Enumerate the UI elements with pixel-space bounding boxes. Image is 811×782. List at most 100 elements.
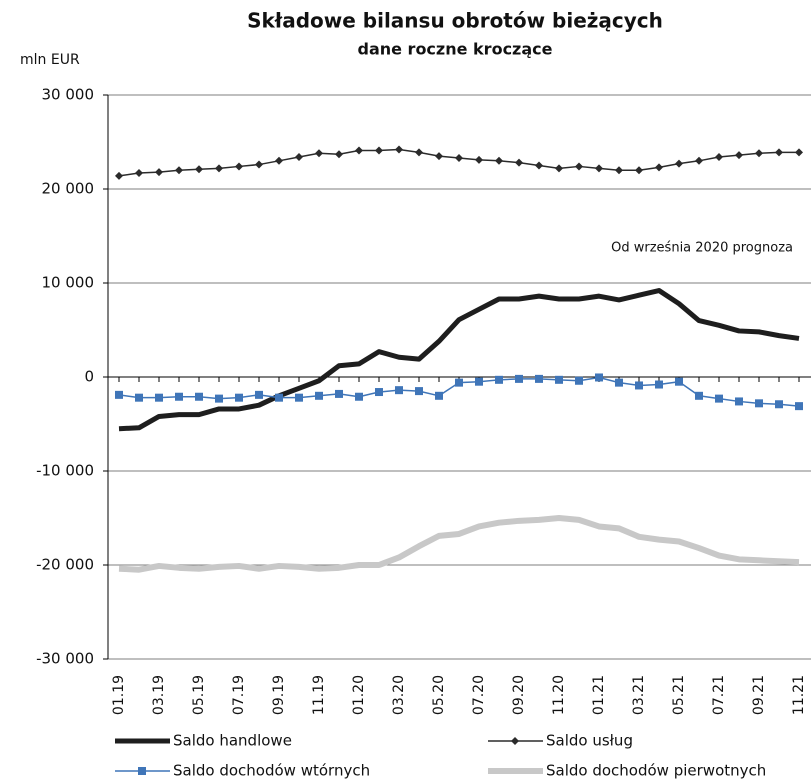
marker bbox=[795, 402, 803, 411]
marker bbox=[735, 397, 743, 406]
x-tick-label: 05.19 bbox=[191, 675, 207, 715]
x-tick-label: 03.21 bbox=[631, 675, 647, 715]
legend-label: Saldo dochodów pierwotnych bbox=[546, 762, 766, 780]
chart-title: Składowe bilansu obrotów bieżących bbox=[247, 9, 663, 33]
marker bbox=[138, 767, 146, 775]
legend-label: Saldo dochodów wtórnych bbox=[173, 762, 370, 780]
marker bbox=[755, 399, 763, 408]
y-tick-label: 30 000 bbox=[42, 86, 95, 104]
marker bbox=[555, 164, 563, 173]
marker bbox=[511, 737, 519, 745]
marker bbox=[795, 148, 803, 157]
marker bbox=[575, 376, 583, 385]
x-tick-label: 09.20 bbox=[511, 675, 527, 715]
marker bbox=[435, 391, 443, 400]
marker bbox=[255, 390, 263, 399]
x-tick-label: 11.20 bbox=[551, 675, 567, 715]
marker bbox=[775, 148, 783, 157]
marker bbox=[215, 394, 223, 403]
marker bbox=[655, 380, 663, 389]
x-tick-label: 11.19 bbox=[311, 675, 327, 715]
marker bbox=[695, 156, 703, 165]
marker bbox=[115, 390, 123, 399]
x-tick-label: 11.21 bbox=[791, 675, 807, 715]
marker bbox=[135, 169, 143, 178]
annotation: Od września 2020 prognoza bbox=[611, 241, 793, 256]
marker bbox=[595, 373, 603, 382]
x-tick-label: 09.21 bbox=[751, 675, 767, 715]
marker bbox=[495, 156, 503, 165]
x-tick-label: 01.21 bbox=[591, 675, 607, 715]
marker bbox=[395, 386, 403, 395]
y-tick-label: -20 000 bbox=[36, 556, 94, 574]
x-tick-label: 07.21 bbox=[711, 675, 727, 715]
marker bbox=[435, 152, 443, 161]
marker bbox=[635, 166, 643, 175]
marker bbox=[195, 392, 203, 401]
marker bbox=[755, 149, 763, 158]
x-tick-label: 07.19 bbox=[231, 675, 247, 715]
x-tick-label: 09.19 bbox=[271, 675, 287, 715]
marker bbox=[275, 156, 283, 165]
marker bbox=[675, 159, 683, 168]
marker bbox=[515, 374, 523, 383]
y-axis-label: mln EUR bbox=[20, 52, 80, 68]
series-line bbox=[118, 515, 800, 573]
marker bbox=[155, 168, 163, 177]
chart-subtitle: dane roczne kroczące bbox=[357, 40, 552, 59]
marker bbox=[715, 394, 723, 403]
marker bbox=[615, 166, 623, 175]
marker bbox=[355, 146, 363, 155]
marker bbox=[135, 393, 143, 402]
marker bbox=[575, 162, 583, 171]
x-tick-label: 01.20 bbox=[351, 675, 367, 715]
marker bbox=[695, 391, 703, 400]
marker bbox=[415, 148, 423, 157]
y-tick-label: -10 000 bbox=[36, 462, 94, 480]
legend-label: Saldo handlowe bbox=[173, 732, 292, 750]
marker bbox=[235, 393, 243, 402]
series-line bbox=[118, 288, 800, 432]
marker bbox=[395, 145, 403, 154]
marker bbox=[735, 151, 743, 160]
marker bbox=[375, 146, 383, 155]
x-tick-label: 03.19 bbox=[151, 675, 167, 715]
marker bbox=[315, 391, 323, 400]
x-tick-label: 07.20 bbox=[471, 675, 487, 715]
marker bbox=[715, 153, 723, 162]
x-tick-label: 01.19 bbox=[111, 675, 127, 715]
marker bbox=[115, 171, 123, 180]
marker bbox=[335, 389, 343, 398]
x-tick-label: 05.21 bbox=[671, 675, 687, 715]
marker bbox=[155, 393, 163, 402]
marker bbox=[335, 150, 343, 159]
marker bbox=[475, 377, 483, 386]
y-tick-label: 0 bbox=[84, 368, 94, 386]
x-tick-label: 05.20 bbox=[431, 675, 447, 715]
marker bbox=[535, 161, 543, 170]
x-tick-label: 03.20 bbox=[391, 675, 407, 715]
marker bbox=[215, 164, 223, 173]
marker bbox=[455, 153, 463, 162]
marker bbox=[535, 374, 543, 383]
marker bbox=[475, 155, 483, 164]
y-tick-label: 10 000 bbox=[42, 274, 95, 292]
marker bbox=[175, 166, 183, 175]
marker bbox=[295, 153, 303, 162]
marker bbox=[455, 378, 463, 387]
marker bbox=[195, 165, 203, 174]
marker bbox=[275, 393, 283, 402]
marker bbox=[615, 378, 623, 387]
marker bbox=[775, 400, 783, 409]
legend-label: Saldo usług bbox=[546, 732, 633, 750]
marker bbox=[295, 393, 303, 402]
marker bbox=[495, 375, 503, 384]
marker bbox=[655, 163, 663, 172]
marker bbox=[515, 158, 523, 167]
marker bbox=[555, 375, 563, 384]
marker bbox=[375, 388, 383, 397]
marker bbox=[315, 149, 323, 158]
marker bbox=[235, 162, 243, 171]
marker bbox=[255, 160, 263, 169]
